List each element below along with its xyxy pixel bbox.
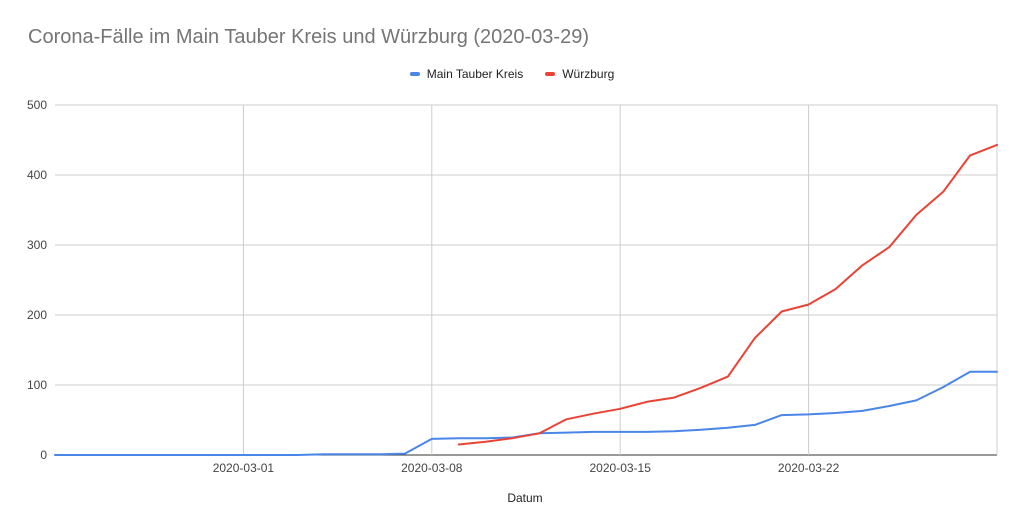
y-tick-label: 0	[40, 448, 47, 462]
legend: Main Tauber Kreis Würzburg	[0, 67, 1024, 81]
legend-label-main-tauber: Main Tauber Kreis	[426, 67, 524, 81]
legend-swatch-main-tauber	[409, 72, 420, 76]
legend-item-wuerzburg[interactable]: Würzburg	[545, 67, 614, 81]
legend-label-wuerzburg: Würzburg	[562, 67, 615, 81]
legend-swatch-wuerzburg	[545, 72, 556, 76]
grid	[55, 104, 998, 456]
x-axis-label: Datum	[507, 491, 542, 505]
y-tick-label: 400	[27, 168, 47, 182]
y-tick-label: 300	[27, 238, 47, 252]
series-line-main-tauber[interactable]	[54, 370, 998, 456]
legend-item-main-tauber[interactable]: Main Tauber Kreis	[409, 67, 524, 81]
x-tick-label: 2020-03-01	[213, 461, 275, 475]
chart-title: Corona-Fälle im Main Tauber Kreis und Wü…	[28, 26, 589, 48]
y-tick-label: 500	[27, 98, 47, 112]
series-lines	[54, 143, 998, 456]
x-tick-label: 2020-03-08	[401, 461, 463, 475]
y-tick-label: 100	[27, 378, 47, 392]
x-tick-label: 2020-03-22	[778, 461, 840, 475]
series-line-wuerzburg[interactable]	[457, 143, 998, 446]
x-axis-ticks: 2020-03-01 2020-03-08 2020-03-15 2020-03-22	[213, 461, 840, 475]
y-tick-label: 200	[27, 308, 47, 322]
y-axis-ticks: 0 100 200 300 400 500	[27, 98, 47, 462]
x-tick-label: 2020-03-15	[590, 461, 652, 475]
